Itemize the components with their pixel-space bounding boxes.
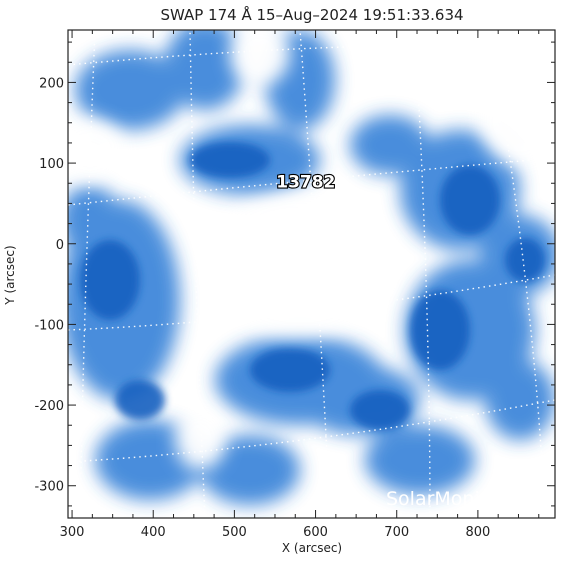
watermark-text: SolarMonitor.org [386, 488, 542, 510]
y-tick-label: -300 [34, 480, 64, 495]
x-axis-label: X (arcsec) [282, 541, 342, 555]
y-tick-label: 200 [39, 76, 64, 91]
x-tick-label: 500 [222, 525, 247, 540]
y-tick-label: 100 [39, 157, 64, 172]
y-tick-label: 0 [56, 238, 64, 253]
x-tick-label: 400 [141, 525, 166, 540]
coronal-emission-image [68, 30, 555, 505]
plot-area: 13782 SolarMonitor.org [68, 30, 555, 518]
active-region-label: 13782 [276, 172, 335, 192]
x-tick-label: 300 [60, 525, 85, 540]
x-axis: 300 400 500 600 700 800 [60, 30, 540, 540]
plot-frame [67, 29, 556, 519]
y-tick-label: -100 [34, 318, 64, 333]
chart-title: SWAP 174 Å 15–Aug–2024 19:51:33.634 [160, 5, 463, 24]
y-axis-label: Y (arcsec) [3, 245, 17, 305]
y-tick-label: -200 [34, 399, 64, 414]
x-tick-label: 600 [303, 525, 328, 540]
x-tick-label: 700 [384, 525, 409, 540]
y-axis: -300 -200 -100 0 100 200 [34, 41, 555, 507]
heliographic-grid [68, 30, 555, 518]
x-tick-label: 800 [465, 525, 490, 540]
